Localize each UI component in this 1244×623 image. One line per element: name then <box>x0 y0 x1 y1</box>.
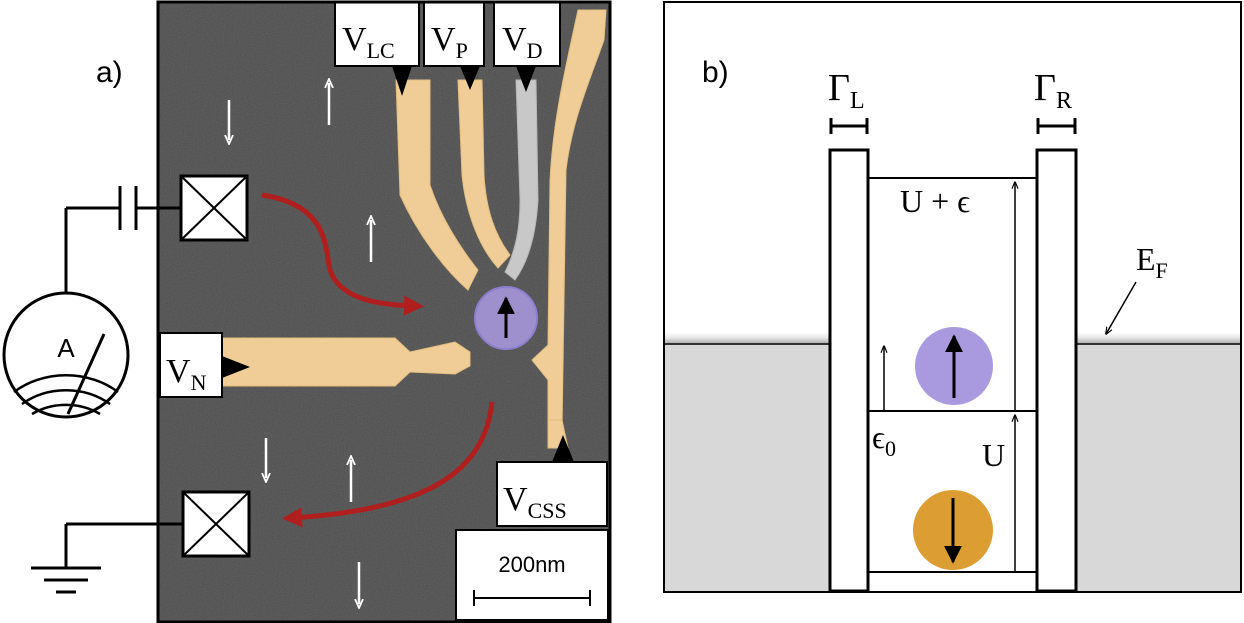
label-v-p: VP <box>423 1 485 90</box>
gate-n <box>159 337 471 387</box>
barrier-left <box>828 148 870 593</box>
gamma-left-label: ΓL <box>828 67 865 114</box>
edge-spin-arrows <box>229 83 371 604</box>
label-v-d-main: V <box>502 21 527 58</box>
ammeter-icon: A <box>2 291 130 419</box>
svg-text:VCSS: VCSS <box>503 481 567 523</box>
label-v-css-sub: CSS <box>528 498 567 523</box>
fermi-edge-right <box>1076 330 1240 344</box>
svg-text:VP: VP <box>431 21 468 63</box>
label-v-d-sub: D <box>527 38 543 63</box>
label-v-p-main: V <box>431 21 456 58</box>
gamma-right-label: ΓR <box>1034 67 1072 114</box>
svg-text:VN: VN <box>166 353 207 395</box>
label-v-lc-main: V <box>342 21 367 58</box>
label-v-p-sub: P <box>456 38 468 63</box>
fermi-sea-right <box>1076 344 1240 591</box>
label-u: U <box>982 437 1005 473</box>
label-v-d: VD <box>493 1 561 92</box>
external-circuit <box>31 186 183 594</box>
ammeter-label: A <box>57 333 75 363</box>
panel-a: a) <box>2 0 612 623</box>
gamma-right-bar <box>1036 118 1077 134</box>
contact-top <box>179 174 249 242</box>
sem-frame <box>156 0 612 623</box>
scale-bar: 200nm <box>455 529 609 621</box>
panel-b: b) ΓL ΓR U + ϵ ϵ <box>663 1 1242 593</box>
gate-d <box>504 79 539 281</box>
barrier-right <box>1035 148 1078 593</box>
gates <box>159 9 607 449</box>
label-v-css-main: V <box>503 481 528 518</box>
contact-bottom <box>181 490 251 558</box>
scale-bar-label: 200nm <box>498 552 565 577</box>
label-eps0: ϵ0 <box>872 419 896 461</box>
sem-image: VLC VP VD VN VCSS <box>156 0 612 623</box>
gate-p <box>457 79 511 269</box>
gate-lc <box>395 79 479 291</box>
label-v-n-sub: N <box>191 370 207 395</box>
label-v-n-main: V <box>166 353 191 390</box>
label-v-n: VN <box>159 332 250 398</box>
fermi-label: EF <box>1136 241 1168 283</box>
label-v-lc-sub: LC <box>367 38 395 63</box>
current-out-arrow-icon <box>282 401 495 528</box>
gamma-left-bar <box>829 118 869 134</box>
fermi-pointer-icon <box>1106 281 1137 334</box>
label-v-lc: VLC <box>334 1 420 96</box>
panel-b-label: b) <box>702 56 729 89</box>
current-in-arrow-icon <box>261 192 424 316</box>
label-v-css: VCSS <box>496 435 608 527</box>
panel-a-label: a) <box>96 56 123 89</box>
gate-css-vertical <box>531 9 607 431</box>
svg-text:VD: VD <box>502 21 542 63</box>
svg-text:VLC: VLC <box>342 21 395 63</box>
label-u-plus-eps: U + ϵ <box>900 183 970 219</box>
fermi-sea-left <box>665 344 830 591</box>
fermi-edge-left <box>665 330 830 344</box>
